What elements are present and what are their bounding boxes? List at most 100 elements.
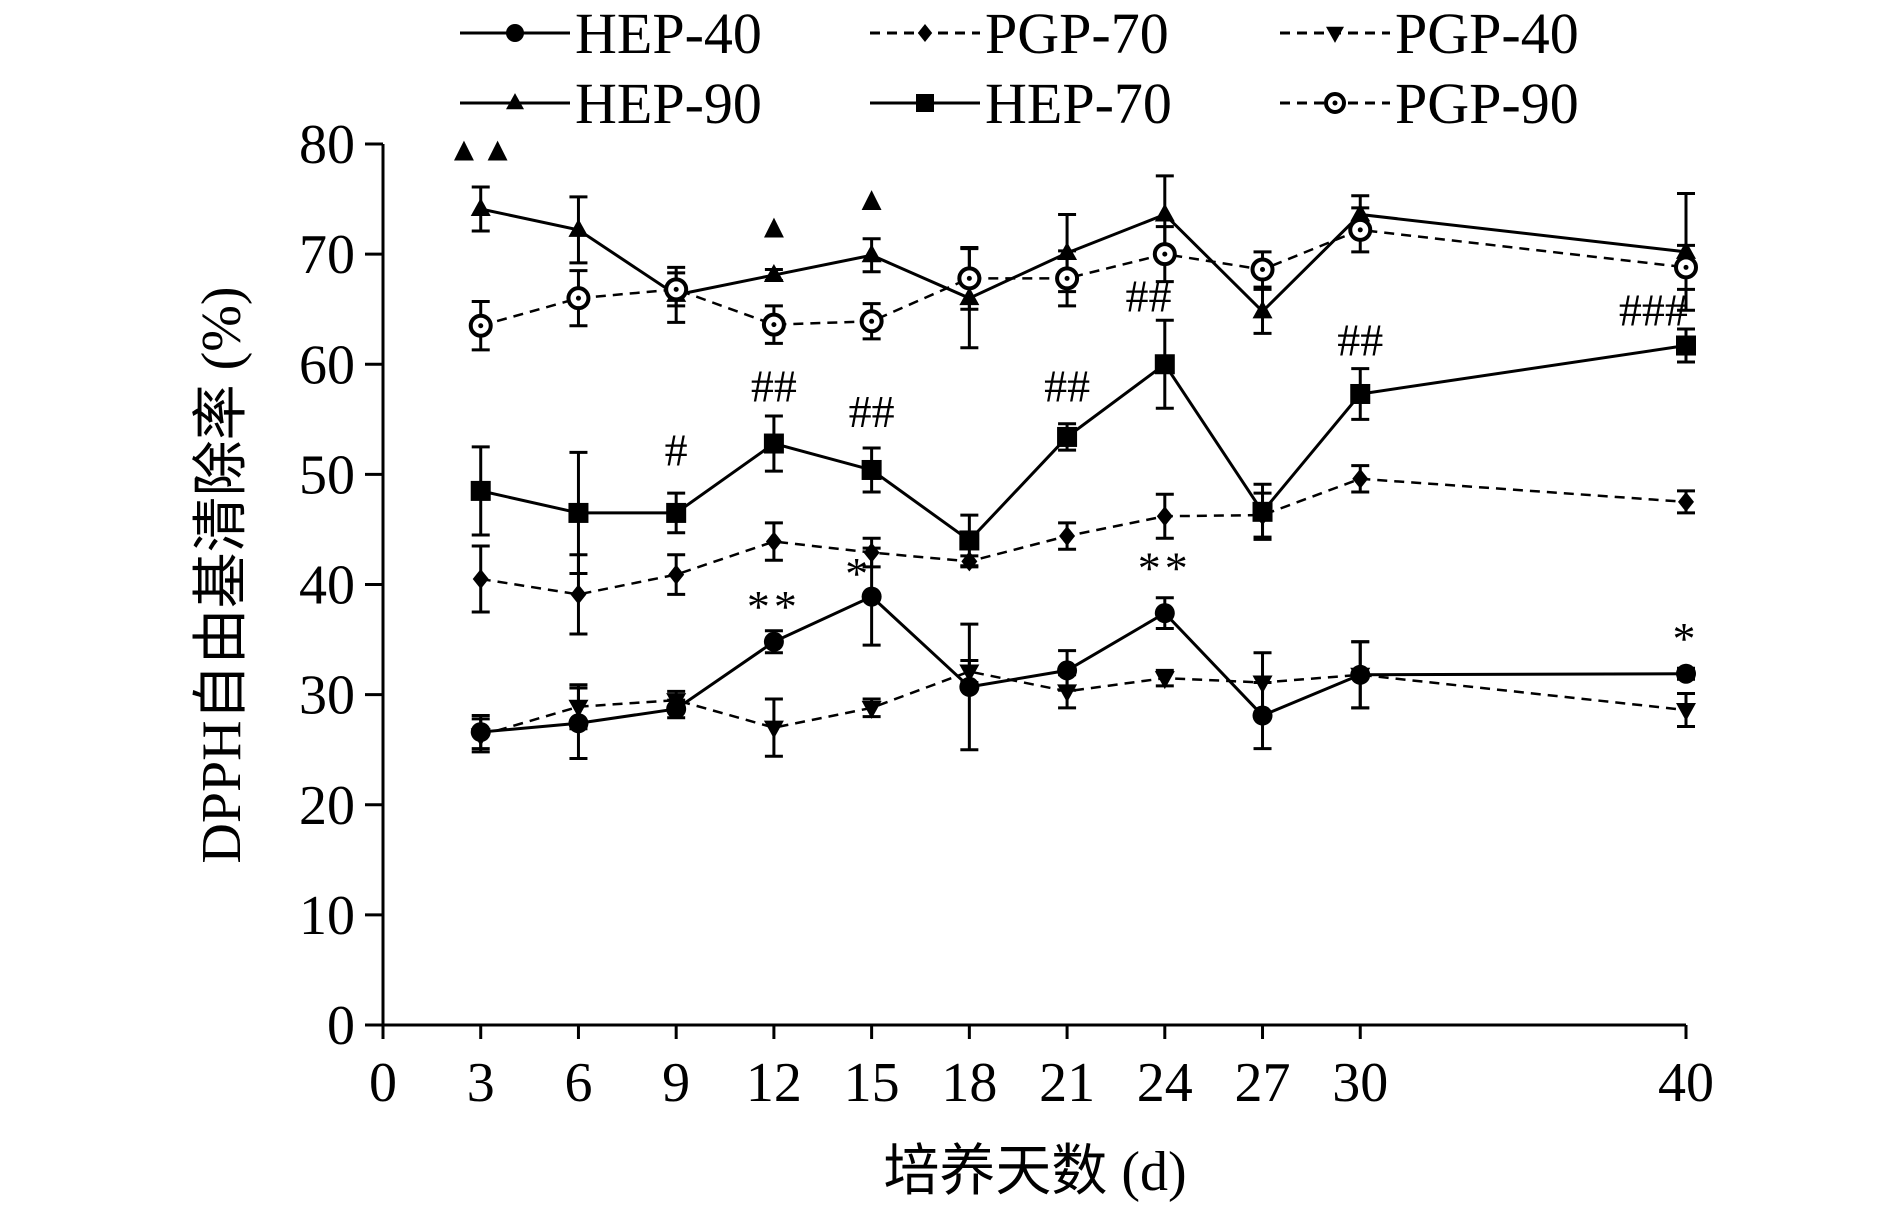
point-pgp-40 xyxy=(1057,684,1078,703)
point-hep-70 xyxy=(568,502,589,523)
x-tick-label: 15 xyxy=(844,1052,900,1114)
x-tick-label: 24 xyxy=(1137,1052,1193,1114)
legend-label-hep-40: HEP-40 xyxy=(575,1,762,66)
point-pgp-90-dot xyxy=(869,318,875,324)
legend-item-pgp-40: PGP-40 xyxy=(1280,1,1579,66)
point-hep-40 xyxy=(763,631,784,652)
legend-item-hep-90: HEP-90 xyxy=(460,71,762,136)
y-tick-label: 50 xyxy=(299,444,355,506)
legend-label-hep-70: HEP-70 xyxy=(985,71,1172,136)
significance-mark: ** xyxy=(747,581,801,632)
significance-mark: * xyxy=(845,548,872,599)
point-hep-40 xyxy=(1154,603,1175,624)
line-pgp-40 xyxy=(480,670,1687,737)
point-pgp-40 xyxy=(763,720,784,739)
point-pgp-90-dot xyxy=(673,286,679,292)
point-pgp-40 xyxy=(568,699,589,718)
y-tick-label: 70 xyxy=(299,224,355,286)
significance-mark: ▲ xyxy=(757,209,791,246)
point-pgp-70 xyxy=(961,551,978,572)
series-layer xyxy=(468,174,1698,760)
series-pgp-90 xyxy=(468,206,1698,352)
point-hep-40 xyxy=(1676,663,1696,684)
x-tick-label: 30 xyxy=(1332,1052,1388,1114)
point-pgp-40 xyxy=(666,693,687,712)
point-pgp-70 xyxy=(472,568,489,589)
significance-mark: ## xyxy=(1126,270,1172,321)
point-pgp-90-dot xyxy=(1260,267,1266,273)
point-hep-70 xyxy=(861,459,882,480)
x-tick-label: 9 xyxy=(662,1052,690,1114)
point-pgp-40 xyxy=(1154,671,1175,690)
point-pgp-90-dot xyxy=(771,322,777,328)
y-axis-label: DPPH自由基清除率 (%) xyxy=(191,286,253,863)
x-tick-label: 6 xyxy=(564,1052,592,1114)
point-hep-70 xyxy=(1350,383,1371,404)
y-tick-label: 80 xyxy=(299,114,355,176)
point-hep-40 xyxy=(1252,705,1273,726)
point-pgp-40 xyxy=(470,728,491,747)
legend-label-hep-90: HEP-90 xyxy=(575,71,762,136)
point-pgp-70 xyxy=(1254,505,1271,526)
point-hep-70 xyxy=(1154,354,1175,375)
point-pgp-90-dot xyxy=(1683,264,1689,270)
significance-mark: # xyxy=(665,425,688,476)
point-pgp-90-dot xyxy=(478,323,484,329)
significance-mark: ## xyxy=(1337,314,1383,365)
point-hep-70 xyxy=(763,433,784,454)
point-pgp-90-dot xyxy=(1357,227,1363,233)
legend-label-pgp-70: PGP-70 xyxy=(985,1,1169,66)
line-hep-40 xyxy=(480,594,1687,734)
point-pgp-70 xyxy=(570,584,587,605)
significance-mark: ▲▲ xyxy=(447,132,514,169)
legend-marker-hep-90 xyxy=(506,93,524,110)
significance-mark: ## xyxy=(1044,361,1090,412)
legend-label-pgp-90: PGP-90 xyxy=(1395,71,1579,136)
point-pgp-70 xyxy=(765,531,782,552)
x-tick-label: 40 xyxy=(1658,1052,1714,1114)
point-hep-90 xyxy=(1154,203,1175,222)
legend-marker-hep-40 xyxy=(506,24,524,42)
legend-marker-pgp-90-dot xyxy=(1332,100,1338,106)
legend-item-hep-40: HEP-40 xyxy=(460,1,762,66)
line-pgp-90 xyxy=(480,228,1687,327)
point-pgp-70 xyxy=(1678,491,1694,512)
point-hep-90 xyxy=(763,264,784,283)
y-tick-label: 10 xyxy=(299,885,355,947)
point-hep-90 xyxy=(470,197,491,216)
x-tick-label: 27 xyxy=(1235,1052,1291,1114)
series-pgp-40 xyxy=(470,640,1696,758)
significance-mark: ## xyxy=(751,361,797,412)
y-tick-label: 0 xyxy=(327,995,355,1057)
series-pgp-70 xyxy=(471,464,1695,636)
x-tick-label: 21 xyxy=(1039,1052,1095,1114)
x-tick-label: 0 xyxy=(369,1052,397,1114)
point-hep-70 xyxy=(1676,335,1696,356)
point-pgp-40 xyxy=(1676,703,1696,722)
y-tick-label: 20 xyxy=(299,775,355,837)
point-pgp-70 xyxy=(863,542,880,563)
point-hep-70 xyxy=(470,480,491,501)
point-hep-70 xyxy=(666,502,687,523)
significance-mark: ** xyxy=(1138,542,1192,593)
significance-mark: * xyxy=(1673,613,1700,664)
series-hep-40 xyxy=(470,546,1696,760)
legend-marker-pgp-70 xyxy=(917,24,933,42)
y-tick-label: 40 xyxy=(299,555,355,617)
legend-marker-hep-70 xyxy=(916,94,934,112)
y-tick-label: 30 xyxy=(299,665,355,727)
legend-marker-pgp-40 xyxy=(1326,26,1344,43)
point-pgp-40 xyxy=(1350,667,1371,686)
x-axis-label: 培养天数 (d) xyxy=(883,1141,1186,1203)
point-hep-90 xyxy=(568,218,589,237)
legend-label-pgp-40: PGP-40 xyxy=(1395,1,1579,66)
series-hep-90 xyxy=(470,174,1696,350)
point-pgp-90-dot xyxy=(966,275,972,281)
point-pgp-40 xyxy=(1252,675,1273,694)
point-pgp-70 xyxy=(1156,506,1173,527)
point-hep-90 xyxy=(861,244,882,263)
point-pgp-70 xyxy=(1059,526,1076,547)
y-tick-label: 60 xyxy=(299,334,355,396)
point-hep-90 xyxy=(1252,300,1273,319)
point-pgp-90-dot xyxy=(1064,275,1070,281)
